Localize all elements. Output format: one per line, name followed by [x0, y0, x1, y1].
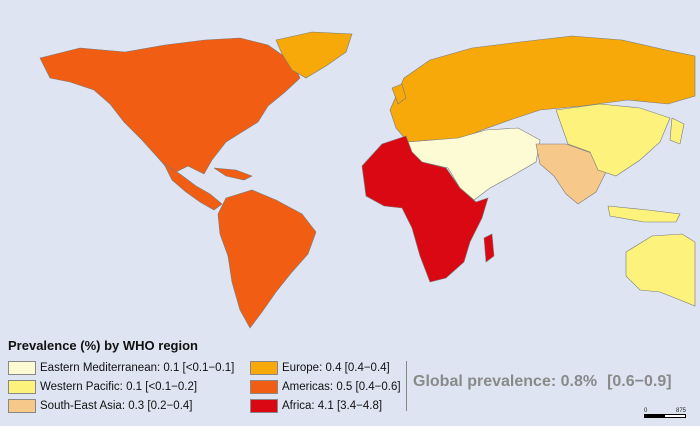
greenland [275, 31, 353, 79]
legend-swatch [8, 399, 36, 413]
legend-label: Africa: 4.1 [3.4−4.8] [282, 400, 383, 412]
scale-start-label: 0 [644, 408, 648, 414]
global-prevalence: Global prevalence: 0.8% [0.6−0.9] [413, 373, 672, 391]
legend-item-south-east-asia: South-East Asia: 0.3 [0.2−0.4] [8, 398, 192, 414]
legend-item-europe: Europe: 0.4 [0.4−0.4] [250, 360, 390, 376]
africa-mainland [361, 135, 489, 283]
legend-item-eastern-mediterranean: Eastern Mediterranean: 0.1 [<0.1−0.1] [8, 360, 234, 376]
legend-label: Europe: 0.4 [0.4−0.4] [282, 362, 390, 374]
legend-label: Americas: 0.5 [0.4−0.6] [282, 381, 401, 393]
legend-item-americas: Americas: 0.5 [0.4−0.6] [250, 379, 401, 395]
madagascar [483, 233, 495, 263]
australia [625, 233, 696, 307]
legend-divider [406, 361, 407, 411]
legend-swatch [250, 380, 278, 394]
legend-label: Western Pacific: 0.1 [<0.1−0.2] [40, 381, 198, 393]
central-america [163, 163, 223, 211]
indonesia [607, 205, 681, 223]
region-americas [39, 31, 353, 329]
south-asia [535, 143, 607, 205]
legend-label: Eastern Mediterranean: 0.1 [<0.1−0.1] [40, 362, 235, 374]
south-america [217, 189, 317, 329]
legend-title: Prevalence (%) by WHO region [8, 338, 198, 353]
legend-label: South-East Asia: 0.3 [0.2−0.4] [40, 400, 193, 412]
north-america [39, 37, 301, 175]
region-south-east-asia [535, 143, 607, 205]
china-east-asia [555, 103, 671, 177]
region-africa [361, 135, 495, 283]
legend-swatch [8, 380, 36, 394]
global-prevalence-ci: [0.6−0.9] [607, 373, 672, 390]
legend-swatch [8, 361, 36, 375]
scale-bar: 0 875 [644, 408, 686, 418]
legend-item-western-pacific: Western Pacific: 0.1 [<0.1−0.2] [8, 379, 197, 395]
caribbean [213, 167, 253, 181]
uk-islands [391, 83, 407, 105]
region-western-pacific [555, 103, 696, 307]
legend-item-africa: Africa: 4.1 [3.4−4.8] [250, 398, 382, 414]
japan [669, 117, 685, 145]
legend-swatch [250, 399, 278, 413]
legend-swatch [250, 361, 278, 375]
scale-end-label: 875 [675, 408, 686, 414]
global-prevalence-label: Global prevalence: 0.8% [413, 373, 598, 390]
